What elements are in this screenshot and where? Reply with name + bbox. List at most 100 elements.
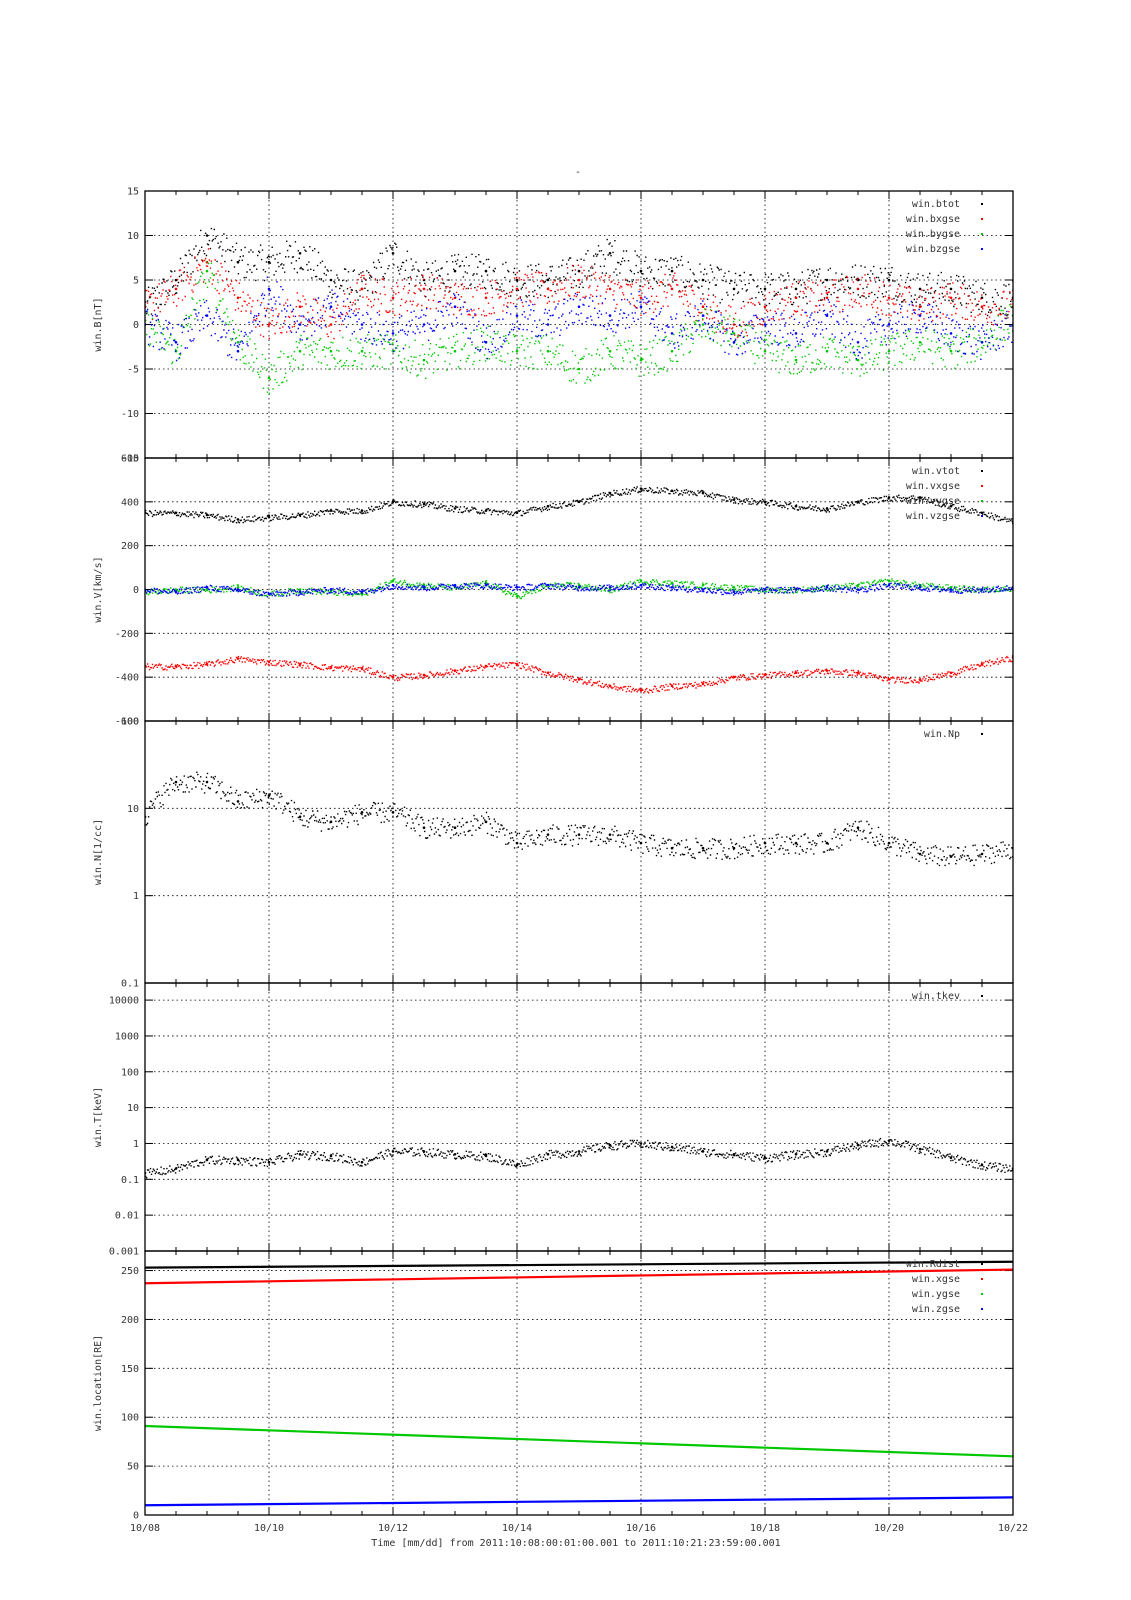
data-point <box>732 498 736 501</box>
data-point <box>887 678 891 681</box>
data-point <box>670 332 674 335</box>
data-point <box>763 841 767 845</box>
legend-label: win.Np <box>924 729 960 740</box>
x-tick-label: 10/10 <box>254 1523 284 1534</box>
y-tick-label: -15 <box>121 454 139 465</box>
legend-marker <box>981 733 983 735</box>
legend-marker <box>981 233 983 235</box>
data-point <box>794 671 798 675</box>
legend-label: win.bxgse <box>906 214 960 225</box>
data-point <box>794 358 798 362</box>
data-point <box>391 332 395 335</box>
series-line <box>145 1260 1013 1269</box>
data-point <box>763 305 767 309</box>
plot-area <box>145 771 1013 867</box>
data-point <box>298 349 302 353</box>
data-point <box>670 684 674 688</box>
data-point <box>515 278 519 282</box>
data-point <box>360 590 364 593</box>
data-point <box>391 579 395 583</box>
series-win-tkev <box>145 1137 1013 1179</box>
data-point <box>577 1150 581 1153</box>
y-tick-label: 150 <box>121 1364 139 1375</box>
y-tick-label: 100 <box>121 1067 139 1078</box>
data-point <box>577 367 581 371</box>
data-point <box>701 682 705 686</box>
data-point <box>670 586 674 589</box>
data-point <box>949 855 953 858</box>
data-point <box>980 588 984 591</box>
data-point <box>825 1150 829 1153</box>
data-point <box>360 811 364 814</box>
data-point <box>949 504 953 508</box>
data-point <box>267 1160 271 1164</box>
series-win-ygse <box>145 1424 1013 1458</box>
data-point <box>918 496 922 499</box>
data-point <box>701 305 705 309</box>
series-points <box>145 655 1013 694</box>
data-point <box>546 323 550 326</box>
y-tick-label: -10 <box>121 409 139 420</box>
data-point <box>515 349 519 353</box>
data-point <box>670 349 674 353</box>
data-point <box>887 1139 891 1142</box>
data-point <box>577 278 581 282</box>
data-point <box>701 846 705 850</box>
data-point <box>608 491 612 495</box>
y-tick-label: 0.1 <box>121 979 139 990</box>
legend-label: win.ygse <box>912 1289 960 1300</box>
data-point <box>825 586 829 589</box>
data-point <box>515 586 519 589</box>
data-point <box>887 496 891 499</box>
series-line <box>145 1496 1013 1507</box>
y-tick-label: 0 <box>133 585 139 596</box>
data-point <box>825 349 829 353</box>
data-point <box>856 341 860 344</box>
data-point <box>329 1154 333 1158</box>
data-point <box>887 296 891 300</box>
data-point <box>639 583 643 587</box>
data-point <box>949 349 953 353</box>
data-point <box>639 305 643 309</box>
data-point <box>236 518 240 521</box>
data-point <box>453 349 457 353</box>
data-point <box>794 296 798 300</box>
data-point <box>267 376 271 380</box>
data-point <box>453 826 457 830</box>
data-point <box>546 287 550 291</box>
data-point <box>918 287 922 291</box>
data-point <box>608 684 612 688</box>
data-point <box>887 278 891 282</box>
data-point <box>298 513 302 517</box>
x-tick-label: 10/16 <box>626 1523 656 1534</box>
data-point <box>515 511 519 515</box>
data-point <box>515 662 519 666</box>
data-point <box>205 513 209 517</box>
data-point <box>577 500 581 504</box>
data-point <box>577 586 581 589</box>
data-point <box>298 662 302 666</box>
data-point <box>205 1158 209 1162</box>
data-point <box>174 1167 178 1170</box>
data-point <box>918 341 922 344</box>
data-point <box>391 500 395 504</box>
series-win-btot <box>145 227 1013 317</box>
data-point <box>546 349 550 353</box>
legend-label: win.vtot <box>912 466 960 477</box>
data-point <box>484 341 488 344</box>
series-points <box>145 486 1013 525</box>
data-point <box>422 586 426 589</box>
data-point <box>484 664 488 668</box>
legend-marker <box>981 515 983 517</box>
data-point <box>825 296 829 300</box>
data-point <box>980 1163 984 1167</box>
data-point <box>763 588 767 591</box>
data-point <box>267 515 271 519</box>
y-tick-label: 1 <box>133 891 139 902</box>
data-point <box>980 511 984 515</box>
data-point <box>794 287 798 291</box>
legend-marker <box>981 1293 983 1295</box>
data-point <box>763 349 767 353</box>
data-point <box>763 323 767 326</box>
plot-layer: -15-10-5051015win.B[nT]win.btotwin.bxgse… <box>93 187 1028 1535</box>
